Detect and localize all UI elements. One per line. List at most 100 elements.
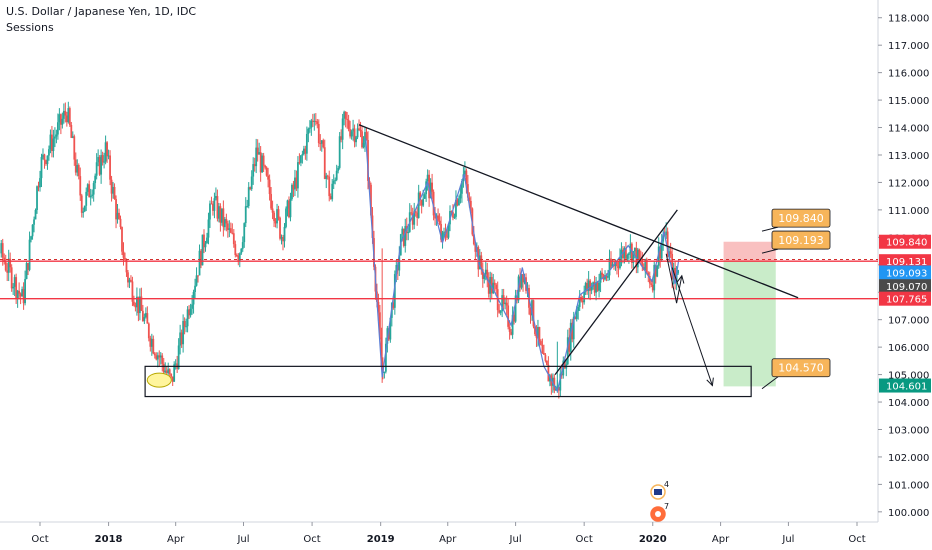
earnings-icon[interactable]: 7 <box>650 502 669 522</box>
candle-body <box>67 108 70 123</box>
candle-body <box>338 136 341 168</box>
axis-price-label[interactable]: 107.765 <box>879 291 931 306</box>
axis-price-label-text: 109.070 <box>886 282 927 293</box>
price-callout[interactable]: 109.840 <box>761 208 831 232</box>
candle-body <box>225 219 228 224</box>
candle-body <box>58 114 61 123</box>
time-tick-label: 2018 <box>95 534 123 545</box>
candle-body <box>277 209 280 218</box>
axis-price-label[interactable]: 109.840 <box>879 234 931 249</box>
candle-body <box>103 161 106 163</box>
drawings[interactable]: 109.840 109.193 104.570 <box>0 124 878 398</box>
candle-body <box>219 206 222 223</box>
candle-body <box>437 215 439 221</box>
price-axis[interactable]: 118.000 117.000 116.000 115.000 114.000 113.0… <box>878 14 931 519</box>
candle-body <box>110 179 113 194</box>
candle-body <box>383 371 386 373</box>
time-tick-label: Jul <box>509 534 522 545</box>
candle-body <box>468 197 471 201</box>
ascending-trendline[interactable] <box>554 209 678 375</box>
candle-body <box>24 278 26 304</box>
candle-body <box>198 250 201 276</box>
candle-body <box>1 243 4 258</box>
candle-body <box>486 269 489 280</box>
projection-arrow-2[interactable] <box>671 267 713 386</box>
candle-body <box>158 355 161 358</box>
candle-body <box>37 186 40 188</box>
candle-body <box>314 120 317 122</box>
candle-body <box>319 143 322 145</box>
take-profit-zone[interactable] <box>723 261 776 387</box>
candle-body <box>323 147 326 179</box>
axis-price-label[interactable]: 104.601 <box>879 378 931 393</box>
candle-body <box>107 155 110 157</box>
candle-body <box>438 220 441 224</box>
candle-body <box>672 267 675 280</box>
candle-body <box>469 200 472 209</box>
candle-body <box>569 322 572 352</box>
candle-body <box>401 228 404 235</box>
candle-body <box>267 175 270 180</box>
candle-body <box>598 282 600 291</box>
candle-body <box>534 326 536 335</box>
candle-body <box>507 305 510 327</box>
time-tick-label: Apr <box>167 534 185 545</box>
candle-body <box>116 212 119 220</box>
highlight-ellipse[interactable] <box>146 372 172 388</box>
candle-body <box>651 284 654 291</box>
axis-price-label[interactable]: 109.131 <box>879 254 931 269</box>
time-tick-label: Oct <box>31 534 48 545</box>
candle-body <box>234 244 237 256</box>
event-markers[interactable]: 47 <box>650 480 669 522</box>
stop-loss-zone[interactable] <box>723 241 776 262</box>
candle-body <box>115 199 117 220</box>
candle-body <box>645 259 648 273</box>
axis-price-label-bg <box>879 234 931 249</box>
symbol-title[interactable]: U.S. Dollar / Japanese Yen, 1D, IDC <box>6 5 197 18</box>
candle-body <box>48 149 50 156</box>
candle-body <box>638 249 641 259</box>
candle-body <box>630 243 633 263</box>
us-flag-icon[interactable]: 4 <box>650 480 669 500</box>
candle-body <box>544 354 547 361</box>
axis-price-label[interactable]: 109.070 <box>879 279 931 294</box>
sessions-indicator-label[interactable]: Sessions <box>6 21 54 34</box>
callout-box <box>771 358 831 378</box>
candle-body <box>244 206 247 224</box>
candle-body <box>235 255 238 257</box>
time-axis[interactable]: Oct 2018 Apr Jul Oct 2019 Apr Jul Oct 2020 Apr Jul O… <box>31 522 866 545</box>
descending-trendline[interactable] <box>358 124 799 299</box>
projection-arrow-1[interactable] <box>665 253 683 304</box>
candle-body <box>88 184 91 198</box>
candle-body <box>456 199 459 206</box>
axis-price-label[interactable]: 109.093 <box>879 265 931 280</box>
candle-body <box>510 331 513 335</box>
candle-body <box>577 307 580 311</box>
candle-body <box>508 326 511 332</box>
candle-body <box>77 165 80 177</box>
candle-body <box>316 121 319 125</box>
candle-body <box>553 377 556 391</box>
candle-body <box>432 191 435 216</box>
candle-body <box>228 228 231 230</box>
candle-body <box>141 310 144 322</box>
price-callout[interactable]: 104.570 <box>761 358 831 390</box>
candle-body <box>450 211 453 213</box>
candle-body <box>186 309 189 327</box>
candle-body <box>288 200 290 218</box>
price-callout[interactable]: 109.193 <box>761 230 831 254</box>
candle-body <box>113 187 116 200</box>
candle-body <box>179 332 182 346</box>
candle-body <box>595 282 597 293</box>
candle-body <box>195 275 198 286</box>
candle-body <box>153 353 156 356</box>
candle-body <box>295 177 298 189</box>
candle-body <box>271 208 274 213</box>
candle-body <box>7 258 10 273</box>
candle-body <box>371 215 374 239</box>
support-zone-box[interactable] <box>144 365 752 398</box>
candle-body <box>39 178 41 188</box>
candle-body <box>541 344 544 353</box>
candle-body <box>627 253 630 255</box>
